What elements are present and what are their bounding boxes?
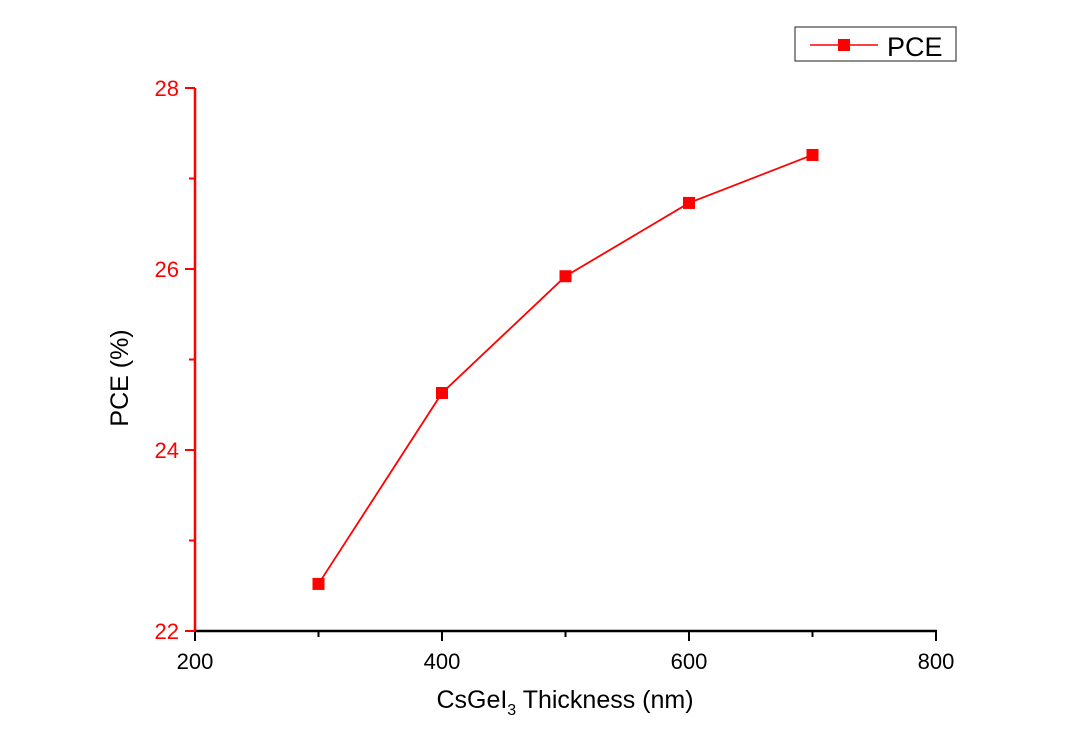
x-tick-label: 800 [918, 649, 955, 674]
series-line-pce [317, 154, 813, 585]
legend: PCE [794, 26, 957, 62]
y-tick-label: 24 [155, 438, 179, 463]
data-point [559, 270, 572, 283]
data-point [436, 386, 448, 399]
y-tick-label: 22 [155, 619, 179, 644]
x-tick-label: 600 [671, 649, 708, 674]
y-tick-label: 28 [155, 76, 179, 101]
x-tick-label: 200 [177, 649, 214, 674]
legend-label: PCE [887, 32, 943, 62]
y-tick-label: 26 [155, 257, 179, 282]
legend-marker [838, 39, 850, 51]
legend-box [794, 26, 957, 62]
data-point [312, 577, 325, 590]
y-axis-label: PCE (%) [106, 329, 134, 426]
x-axis-label: CsGeI3 Thickness (nm) [436, 686, 693, 719]
data-point [683, 196, 695, 209]
data-point [806, 148, 819, 161]
x-tick-label: 400 [424, 649, 461, 674]
